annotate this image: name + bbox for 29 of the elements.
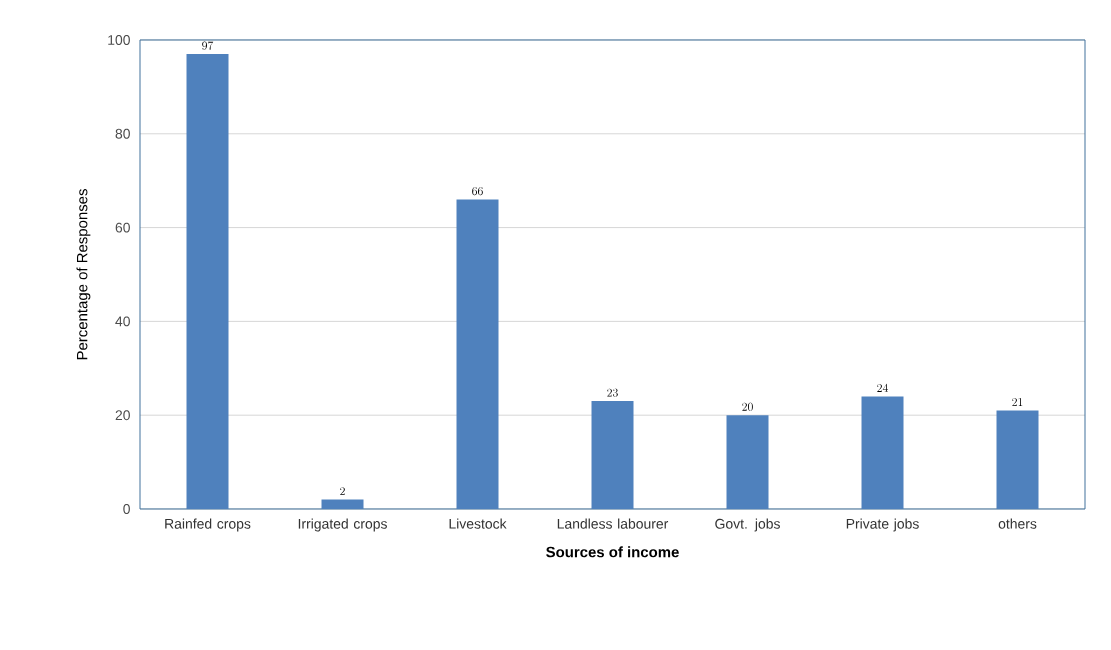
x-tick-label: Landless labourer bbox=[557, 518, 669, 529]
y-tick-label: 60 bbox=[115, 222, 130, 233]
data-label: 20 bbox=[742, 402, 753, 411]
x-tick-label: Livestock bbox=[449, 518, 507, 529]
data-label: 97 bbox=[202, 41, 214, 50]
x-tick-label: others bbox=[998, 518, 1037, 529]
data-label: 24 bbox=[877, 383, 889, 392]
bar bbox=[861, 396, 904, 509]
bar bbox=[726, 415, 769, 509]
x-tick-label: Private jobs bbox=[846, 518, 919, 532]
bar bbox=[456, 199, 499, 509]
x-tick-label: Rainfed crops bbox=[165, 518, 251, 532]
x-tick-label: Govt. jobs bbox=[715, 518, 780, 532]
data-label: 23 bbox=[607, 388, 618, 397]
y-axis-title: Percentage of Responses bbox=[76, 189, 91, 360]
data-label: 21 bbox=[1012, 398, 1023, 406]
data-label: 66 bbox=[472, 186, 483, 196]
y-tick-label: 100 bbox=[108, 35, 130, 45]
y-tick-label: 80 bbox=[115, 128, 130, 139]
bar bbox=[321, 499, 364, 509]
bar bbox=[996, 410, 1039, 509]
data-label: 2 bbox=[340, 487, 345, 496]
y-tick-label: 0 bbox=[123, 504, 130, 514]
y-tick-label: 40 bbox=[115, 316, 130, 327]
x-tick-label: Irrigated crops bbox=[298, 518, 387, 532]
x-axis-title: Sources of income bbox=[546, 546, 679, 558]
bar bbox=[186, 54, 229, 509]
bar bbox=[591, 401, 634, 509]
y-tick-label: 20 bbox=[115, 410, 130, 421]
